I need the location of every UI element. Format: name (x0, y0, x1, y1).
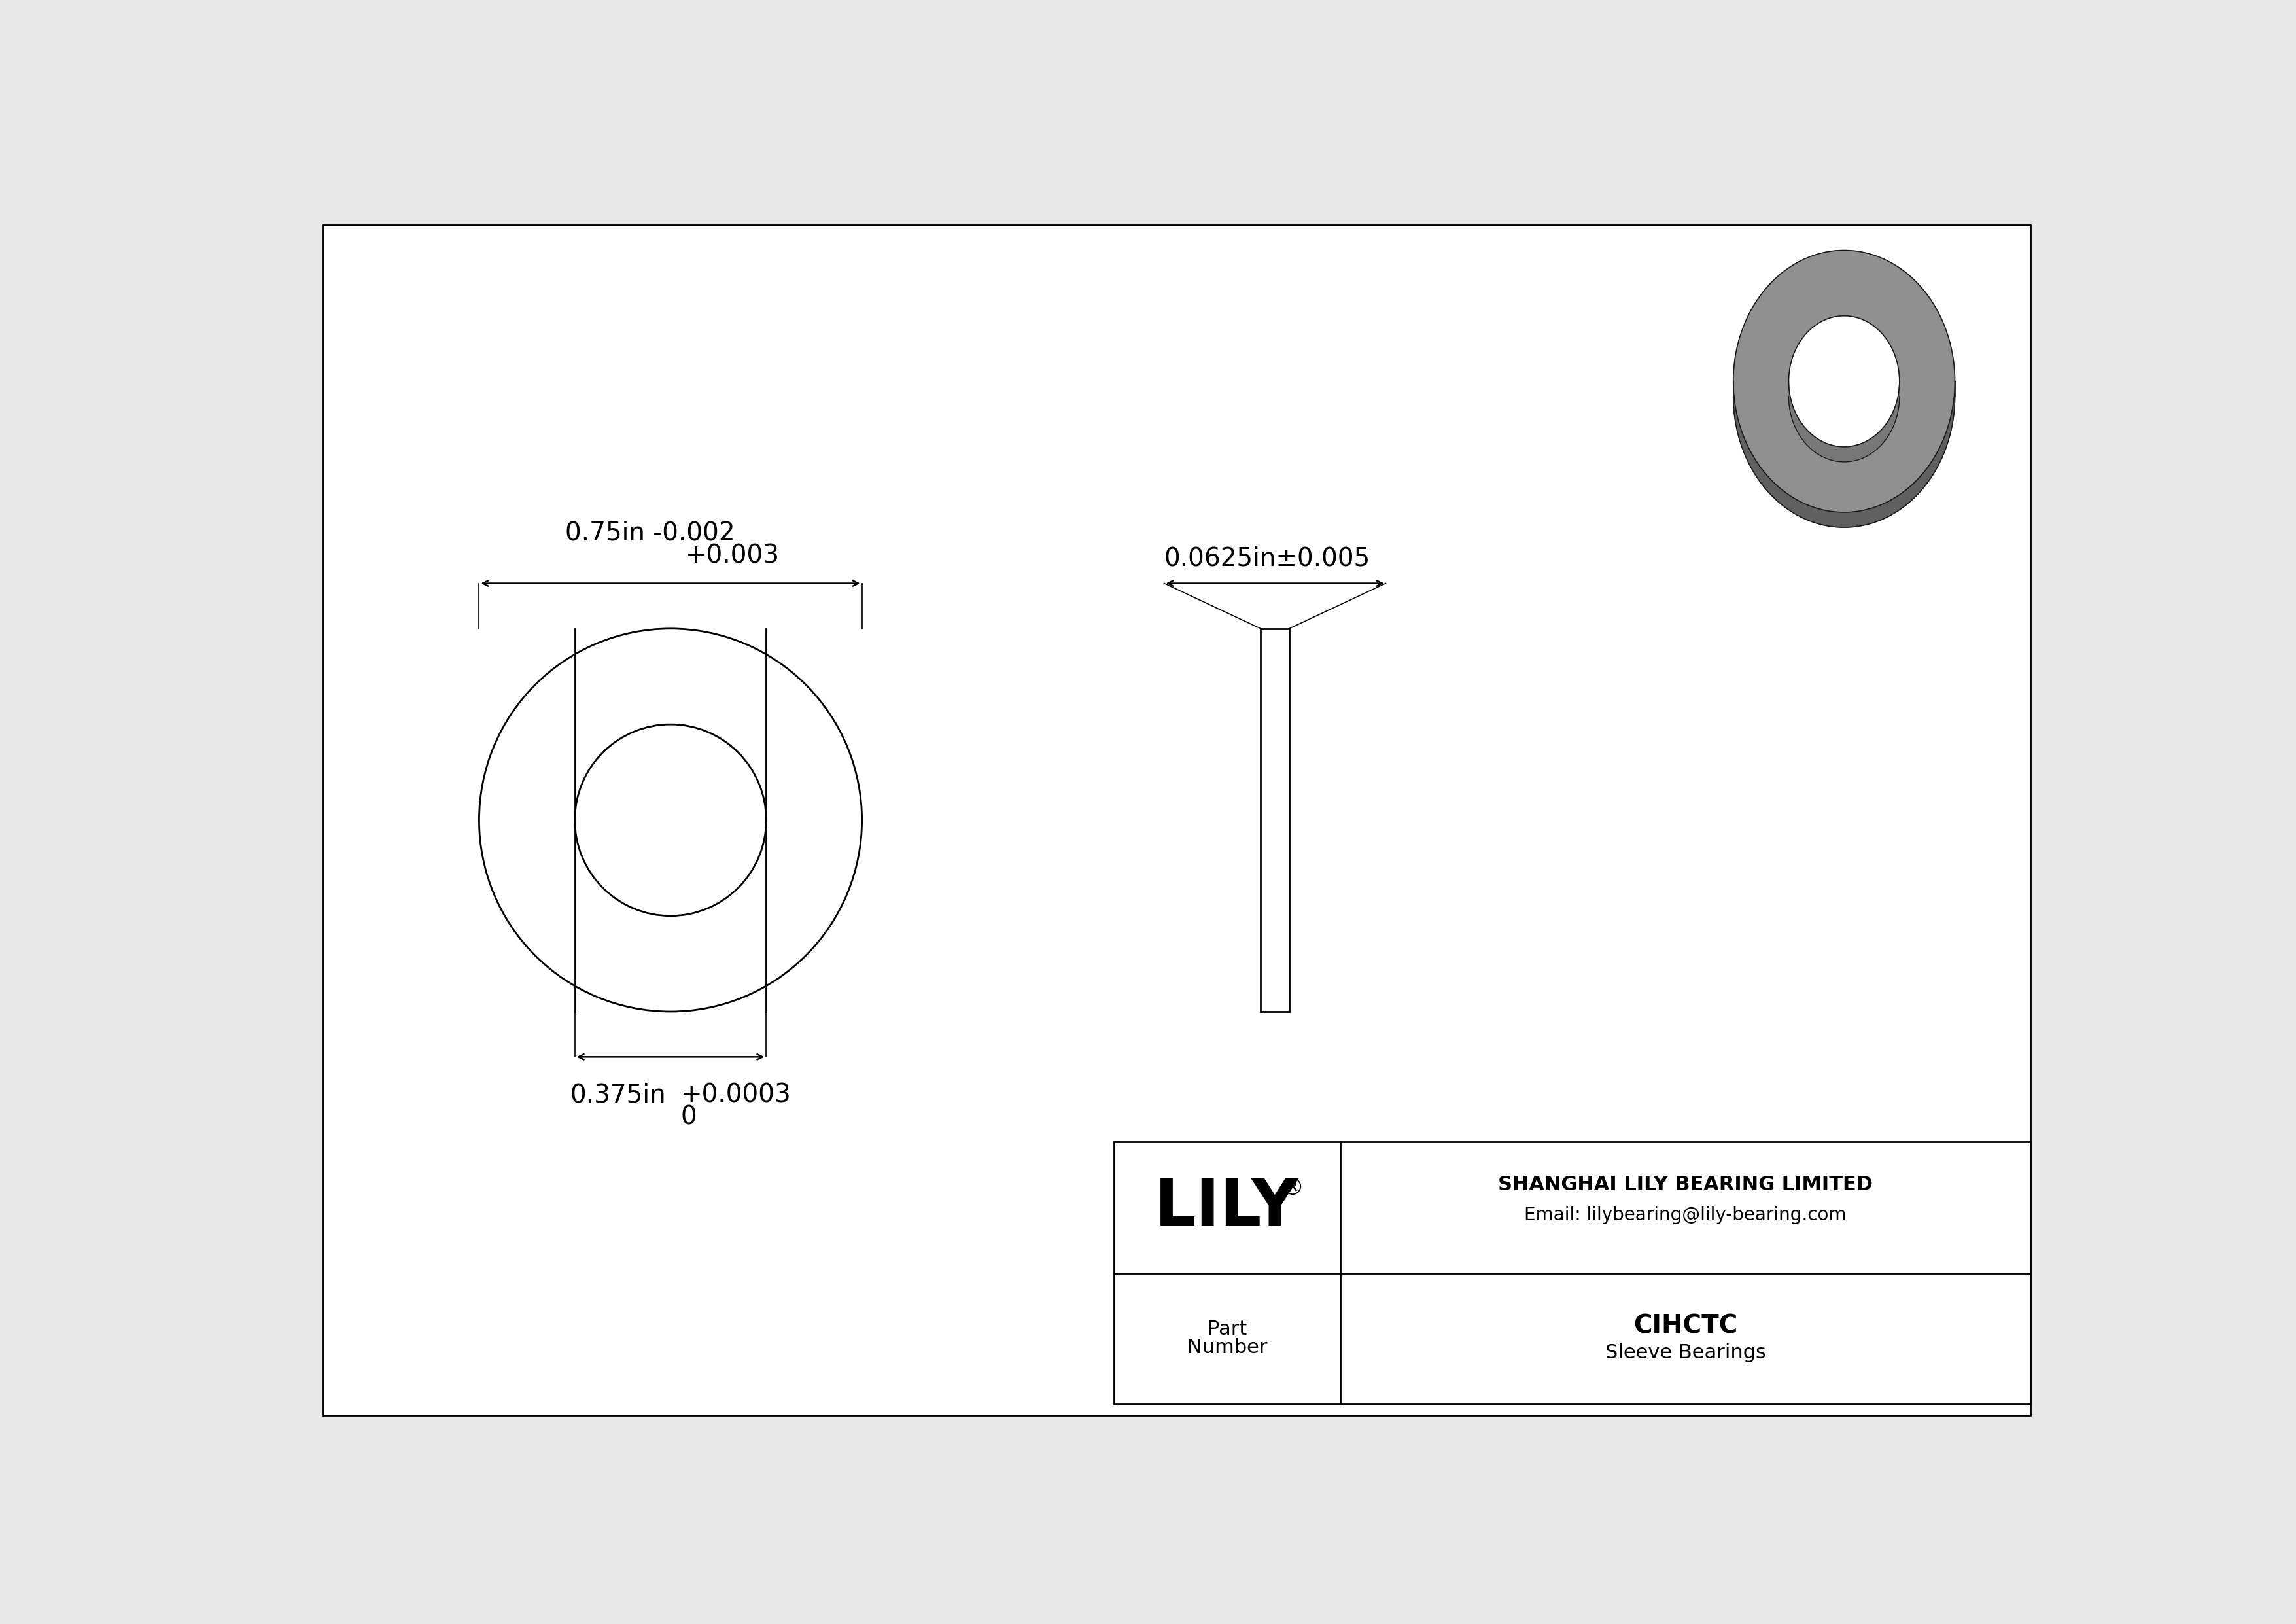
Text: Sleeve Bearings: Sleeve Bearings (1605, 1343, 1766, 1363)
Polygon shape (1733, 250, 1954, 512)
Text: +0.003: +0.003 (687, 542, 781, 568)
Text: CIHCTC: CIHCTC (1632, 1314, 1738, 1338)
Text: Part: Part (1208, 1320, 1247, 1338)
Polygon shape (1789, 382, 1899, 461)
Text: Number: Number (1187, 1338, 1267, 1358)
Text: Email: lilybearing@lily-bearing.com: Email: lilybearing@lily-bearing.com (1525, 1207, 1846, 1224)
Text: 0.0625in±0.005: 0.0625in±0.005 (1164, 546, 1371, 570)
Text: ®: ® (1281, 1177, 1304, 1200)
Polygon shape (1733, 382, 1954, 528)
Text: 0: 0 (680, 1104, 696, 1130)
Bar (1261, 628, 1288, 1012)
Bar (1114, 1142, 2030, 1405)
Text: +0.0003: +0.0003 (680, 1082, 790, 1108)
Text: LILY: LILY (1155, 1176, 1300, 1239)
Text: 0.375in: 0.375in (569, 1082, 666, 1108)
Text: 0.75in -0.002: 0.75in -0.002 (565, 521, 735, 546)
Text: SHANGHAI LILY BEARING LIMITED: SHANGHAI LILY BEARING LIMITED (1497, 1176, 1874, 1194)
